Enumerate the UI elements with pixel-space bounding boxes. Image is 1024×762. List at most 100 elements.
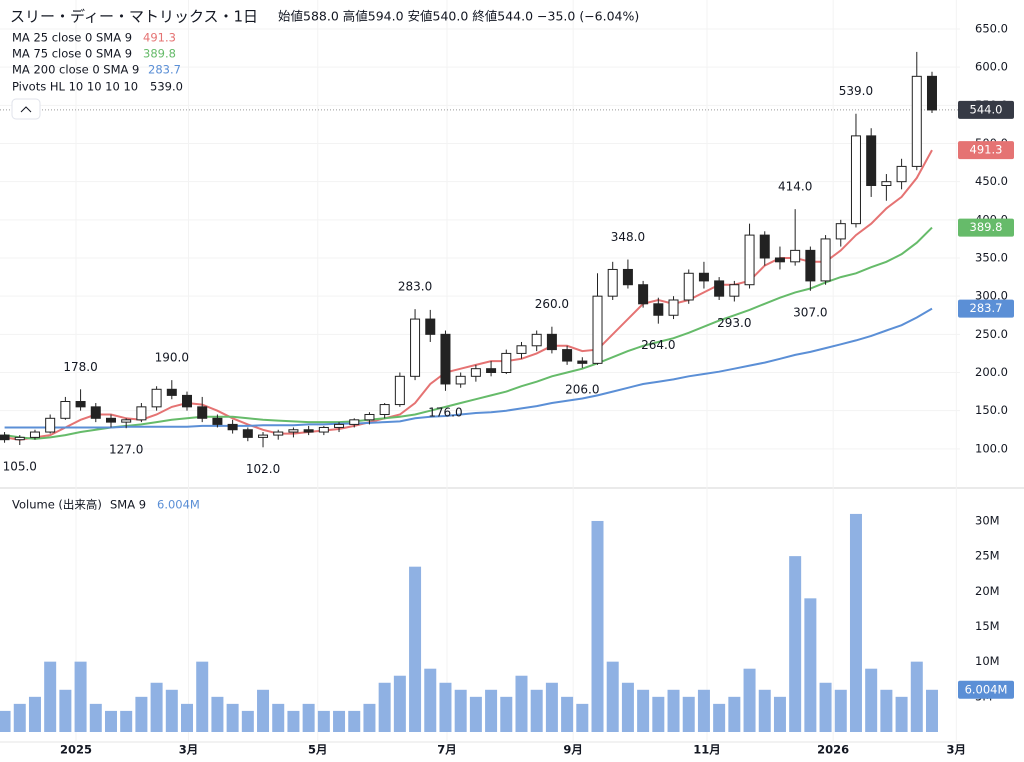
candle-body: [410, 318, 421, 377]
candle-body: [653, 303, 664, 316]
pivot-high-label: 348.0: [611, 230, 645, 244]
volume-bar: [895, 696, 908, 732]
pivot-low-label: 293.0: [717, 316, 751, 330]
candle-body: [911, 75, 922, 167]
legend-name: MA 75 close 0 SMA 9: [12, 47, 132, 61]
chart-title: スリー・ディー・マトリックス・1日: [10, 8, 258, 26]
volume-bar: [561, 696, 574, 732]
candle-body: [546, 333, 557, 351]
volume-bar: [606, 661, 619, 732]
pivot-high-label: 178.0: [63, 360, 97, 374]
candle-body: [197, 406, 208, 419]
candle-body: [577, 360, 588, 364]
candle-body: [714, 280, 725, 297]
volume-bar: [545, 682, 558, 732]
ma-line: [4, 307, 933, 429]
volume-bar: [469, 696, 482, 732]
x-tick-label: 9月: [563, 743, 583, 757]
volume-bar: [89, 703, 102, 732]
candle-body: [470, 368, 481, 377]
legend-name: MA 200 close 0 SMA 9: [12, 63, 139, 77]
x-tick-label: 2026: [817, 743, 849, 757]
candle-body: [0, 434, 10, 441]
collapse-button[interactable]: [11, 98, 41, 120]
volume-bar: [348, 710, 361, 732]
candle-body: [501, 352, 512, 374]
axis-value-label: 544.0: [970, 102, 1003, 116]
volume-bar: [925, 689, 938, 732]
candle-body: [668, 299, 679, 316]
volume-bar: [758, 689, 771, 732]
price-pane: [0, 51, 960, 448]
axis-value-box: [958, 299, 1014, 318]
axis-value-label: 491.3: [970, 143, 1003, 157]
candle-body: [592, 295, 603, 364]
candle-body: [364, 413, 375, 421]
volume-bar: [74, 661, 87, 732]
x-tick-label: 2025: [60, 743, 92, 757]
candle-body: [425, 318, 436, 335]
candle-body: [774, 257, 785, 263]
y-tick-label: 200.0: [975, 365, 1008, 379]
candle-body: [60, 401, 71, 419]
candle-body: [531, 333, 542, 347]
pivot-high-label: 283.0: [398, 280, 432, 294]
candle-body: [227, 423, 238, 431]
ohlc: 始値588.0 高値594.0 安値540.0 終値544.0 −35.0 (−…: [278, 9, 639, 24]
x-tick-label: 5月: [308, 743, 328, 757]
pivot-low-label: 307.0: [793, 305, 827, 319]
volume-bar: [104, 710, 117, 732]
axis-value-box: [958, 680, 1014, 699]
x-tick-label: 11月: [693, 743, 721, 757]
pivot-low-label: 176.0: [428, 405, 462, 419]
volume-bar: [0, 710, 11, 732]
volume-bar: [317, 710, 330, 732]
volume-bar: [378, 682, 391, 732]
volume-bar: [226, 703, 239, 732]
candle-body: [486, 368, 497, 374]
candle-body: [683, 272, 694, 301]
y-tick-label: 150.0: [975, 403, 1008, 417]
volume-bar: [834, 689, 847, 732]
candle-body: [90, 406, 101, 419]
volume-bar: [257, 689, 270, 732]
candle-body: [151, 388, 162, 408]
volume-bar: [515, 675, 528, 732]
volume-bar: [667, 689, 680, 732]
candle-body: [622, 268, 633, 286]
volume-bar: [196, 661, 209, 732]
legend-name: Pivots HL 10 10 10 10: [12, 80, 138, 94]
volume-bar: [621, 682, 634, 732]
volume-bar: [211, 696, 224, 732]
pivot-high-label: 414.0: [778, 180, 812, 194]
x-tick-label: 3月: [179, 743, 199, 757]
candle-body: [790, 249, 801, 263]
pivot-low-label: 102.0: [246, 462, 280, 476]
candle-body: [318, 426, 329, 433]
volume-bar: [424, 668, 437, 732]
volume-bar: [302, 703, 315, 732]
volume-tick-label: 25M: [975, 549, 1000, 563]
candle-body: [14, 436, 25, 441]
axis-value-box: [958, 218, 1014, 237]
volume-bar: [713, 703, 726, 732]
y-tick-label: 650.0: [975, 22, 1008, 36]
volume-tick-label: 10M: [975, 654, 1000, 668]
volume-bar: [804, 598, 817, 732]
legend-value: 491.3: [143, 31, 176, 45]
volume-bar: [59, 689, 72, 732]
volume-legend-sma: SMA 9: [110, 498, 146, 512]
volume-bar: [287, 710, 300, 732]
pivot-low-label: 127.0: [109, 443, 143, 457]
axis-value-box: [958, 141, 1014, 160]
volume-bar: [576, 703, 589, 732]
candle-body: [303, 429, 314, 433]
volume-bar: [865, 668, 878, 732]
y-tick-label: 300.0: [975, 289, 1008, 303]
pivot-low-label: 206.0: [565, 382, 599, 396]
candle-body: [288, 429, 299, 433]
candle-body: [896, 165, 907, 183]
pivot-high-label: 539.0: [839, 84, 873, 98]
volume-bar: [363, 703, 376, 732]
